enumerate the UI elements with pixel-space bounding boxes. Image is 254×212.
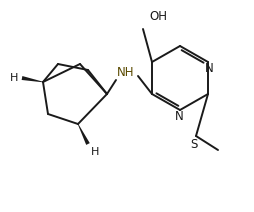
Text: NH: NH bbox=[117, 66, 134, 78]
Polygon shape bbox=[22, 76, 43, 82]
Text: N: N bbox=[204, 63, 213, 75]
Polygon shape bbox=[77, 124, 89, 145]
Text: H: H bbox=[10, 73, 18, 83]
Text: OH: OH bbox=[148, 10, 166, 22]
Text: S: S bbox=[189, 138, 197, 151]
Text: H: H bbox=[90, 147, 99, 157]
Text: N: N bbox=[174, 110, 183, 124]
